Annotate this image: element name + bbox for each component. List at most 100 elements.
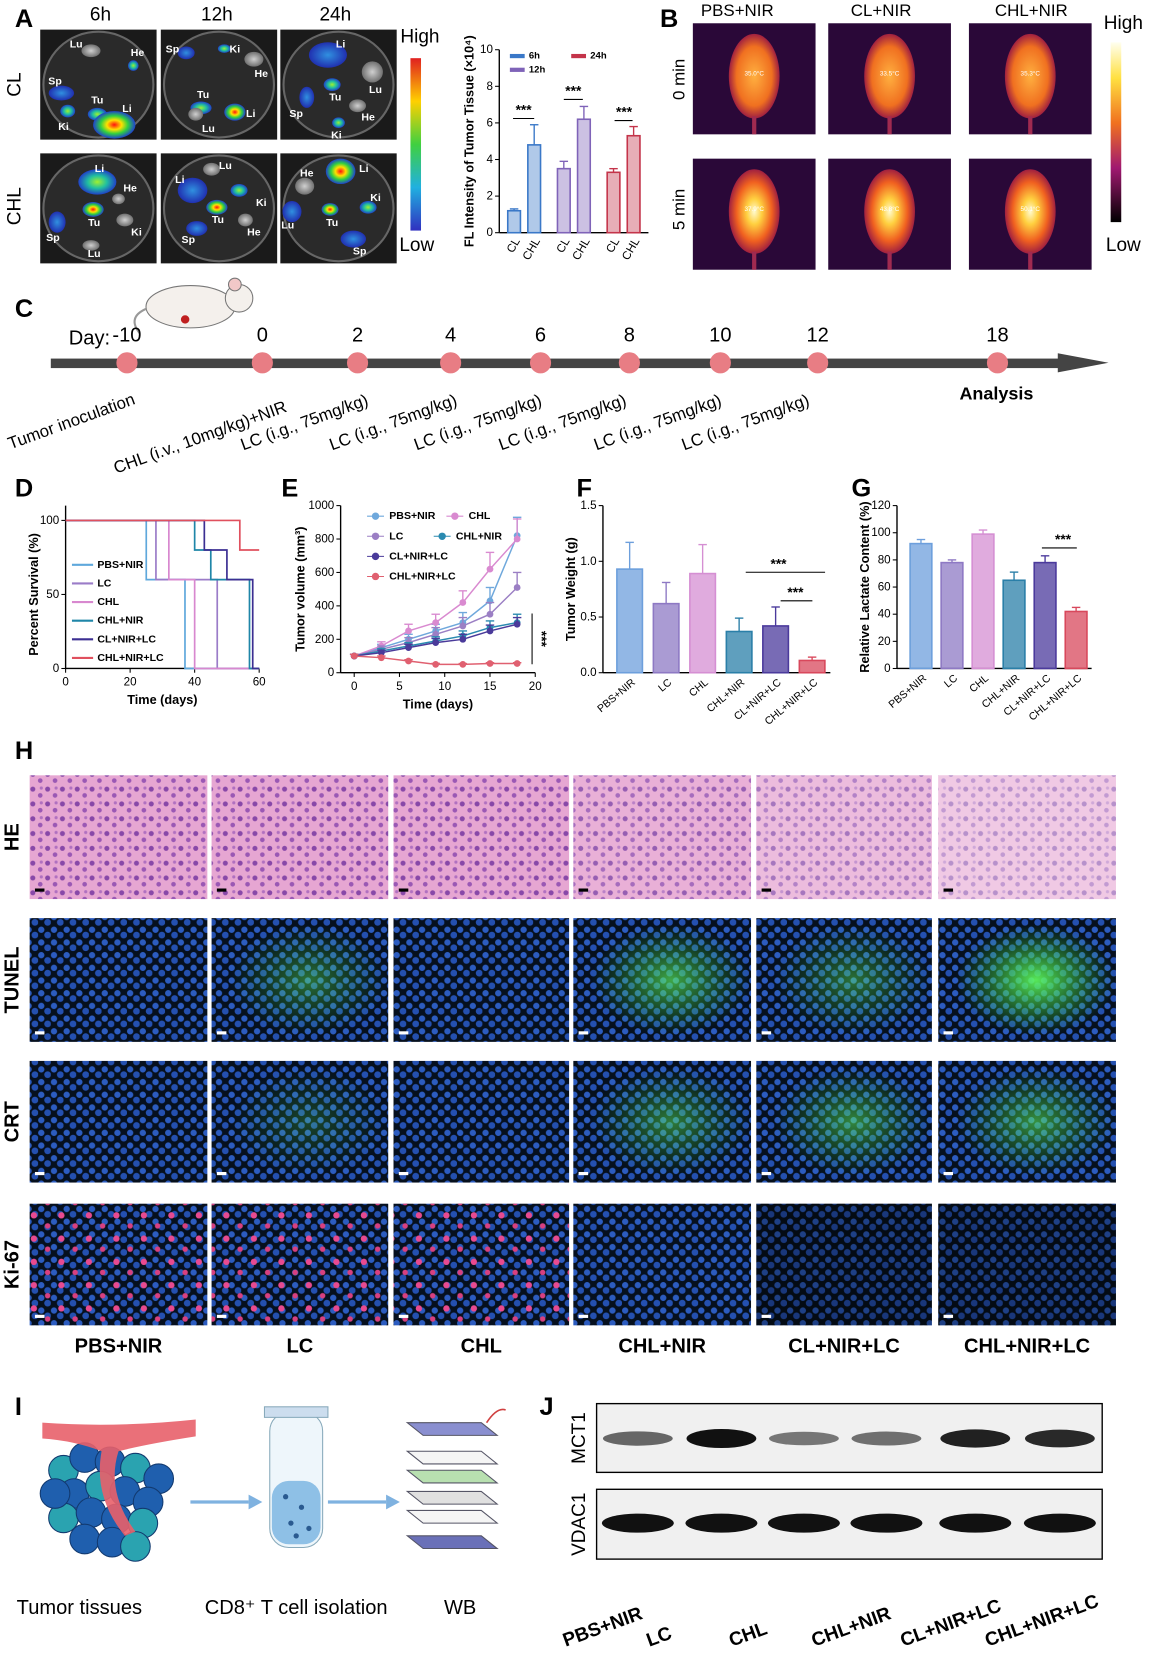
scale-bar xyxy=(398,888,409,892)
organ-label: Sp xyxy=(46,232,60,244)
legend-label: LC xyxy=(389,530,403,542)
organ-label: Tu xyxy=(197,89,209,101)
scale-bar xyxy=(34,1314,45,1318)
y-tick-label: 0 xyxy=(328,666,335,679)
band xyxy=(767,1513,840,1533)
data-point xyxy=(459,660,467,668)
organ xyxy=(93,111,136,139)
x-tick-label: LC xyxy=(656,676,674,694)
lane-label: CHL xyxy=(726,1618,770,1651)
survival-curve xyxy=(65,519,260,670)
data-point xyxy=(486,627,494,635)
band xyxy=(686,1429,757,1449)
data-point xyxy=(405,644,412,652)
arrow-head xyxy=(248,1494,263,1510)
organ xyxy=(48,211,66,233)
organ-label: Tu xyxy=(91,94,103,106)
y-tick-label: 1.0 xyxy=(580,555,597,568)
survival-curve xyxy=(65,519,260,670)
stain xyxy=(956,924,1116,1036)
day: 8 xyxy=(624,324,635,346)
x-tick-label: 0 xyxy=(351,680,358,693)
blot-layer xyxy=(405,1535,499,1550)
organ-label: Tu xyxy=(329,91,341,103)
data-point xyxy=(486,565,494,573)
organ xyxy=(82,240,100,251)
lane-label: PBS+NIR xyxy=(560,1603,645,1651)
mouse-tail xyxy=(752,251,757,270)
temperature: 37.9°C xyxy=(744,205,764,213)
day: 12 xyxy=(806,324,828,346)
data-point xyxy=(405,657,412,665)
organ xyxy=(48,85,75,101)
row-label: 5 min xyxy=(670,189,689,230)
significance: *** xyxy=(787,585,804,600)
row-label: Ki-67 xyxy=(2,1240,24,1289)
scale-bar xyxy=(761,888,772,892)
day-dot xyxy=(346,352,369,374)
organ xyxy=(230,184,248,197)
day-label: Day: xyxy=(69,327,110,349)
organ xyxy=(206,199,228,215)
day: 10 xyxy=(709,324,731,346)
micrograph xyxy=(211,775,389,900)
day-dot xyxy=(529,352,552,374)
band xyxy=(769,1431,839,1446)
micrograph xyxy=(29,1060,208,1183)
y-tick-label: 0.0 xyxy=(580,666,597,679)
x-tick-label: 20 xyxy=(529,680,542,693)
scale-high: High xyxy=(1104,13,1143,34)
day-dot xyxy=(116,352,138,374)
band xyxy=(1024,1429,1095,1448)
organ-label: Li xyxy=(122,103,131,115)
organ-label: Ki xyxy=(331,129,342,141)
scale-bar xyxy=(398,1171,409,1176)
column-label: 24h xyxy=(319,4,351,25)
cell xyxy=(306,1525,312,1532)
bar xyxy=(506,209,522,234)
y-tick-label: 0 xyxy=(486,226,493,239)
organ-label: Sp xyxy=(289,108,303,120)
organ-label: He xyxy=(247,227,261,239)
stain xyxy=(393,1203,570,1326)
micrograph xyxy=(29,775,208,900)
mouse-tail xyxy=(1028,251,1033,270)
scale-bar xyxy=(943,1171,954,1176)
y-axis-label: Relative Lactate Content (%) xyxy=(858,501,872,672)
micrograph xyxy=(29,918,208,1042)
row-label: 0 min xyxy=(670,59,689,100)
organ-label: Ki xyxy=(58,121,69,133)
data-point xyxy=(459,599,467,606)
blot-layer xyxy=(405,1422,499,1436)
data-point xyxy=(459,635,467,643)
y-tick-label: 8 xyxy=(486,80,492,93)
x-axis-label: Time (days) xyxy=(403,697,473,711)
mouse-heat xyxy=(728,169,780,254)
bar xyxy=(626,134,641,234)
scale-low: Low xyxy=(1106,235,1141,256)
column-label: 6h xyxy=(90,4,111,25)
blot-layer xyxy=(405,1450,499,1465)
organ-label: Lu xyxy=(281,219,294,231)
organ-label: Tu xyxy=(326,217,338,229)
timeline-arrow xyxy=(1057,353,1109,373)
legend-label: 24h xyxy=(590,51,607,62)
day-dot xyxy=(807,352,829,374)
blood-vessel xyxy=(42,1419,196,1536)
color-scale xyxy=(410,58,422,231)
organ-label: Lu xyxy=(369,84,382,96)
x-tick-label: LC xyxy=(942,672,960,690)
scale-low: Low xyxy=(399,235,434,256)
temperature: 33.5°C xyxy=(880,70,900,78)
tumor-cell xyxy=(75,1497,107,1528)
legend-label: CHL+NIR xyxy=(456,530,502,542)
mouse-tail xyxy=(887,251,892,270)
bar xyxy=(576,118,592,234)
y-tick-label: 40 xyxy=(878,608,891,621)
bar xyxy=(1002,579,1026,670)
y-axis-label: Tumor Weight (g) xyxy=(564,537,578,641)
significance: *** xyxy=(534,631,549,648)
day: 2 xyxy=(352,324,363,346)
organ xyxy=(321,203,339,216)
organ-label: Sp xyxy=(166,44,180,56)
